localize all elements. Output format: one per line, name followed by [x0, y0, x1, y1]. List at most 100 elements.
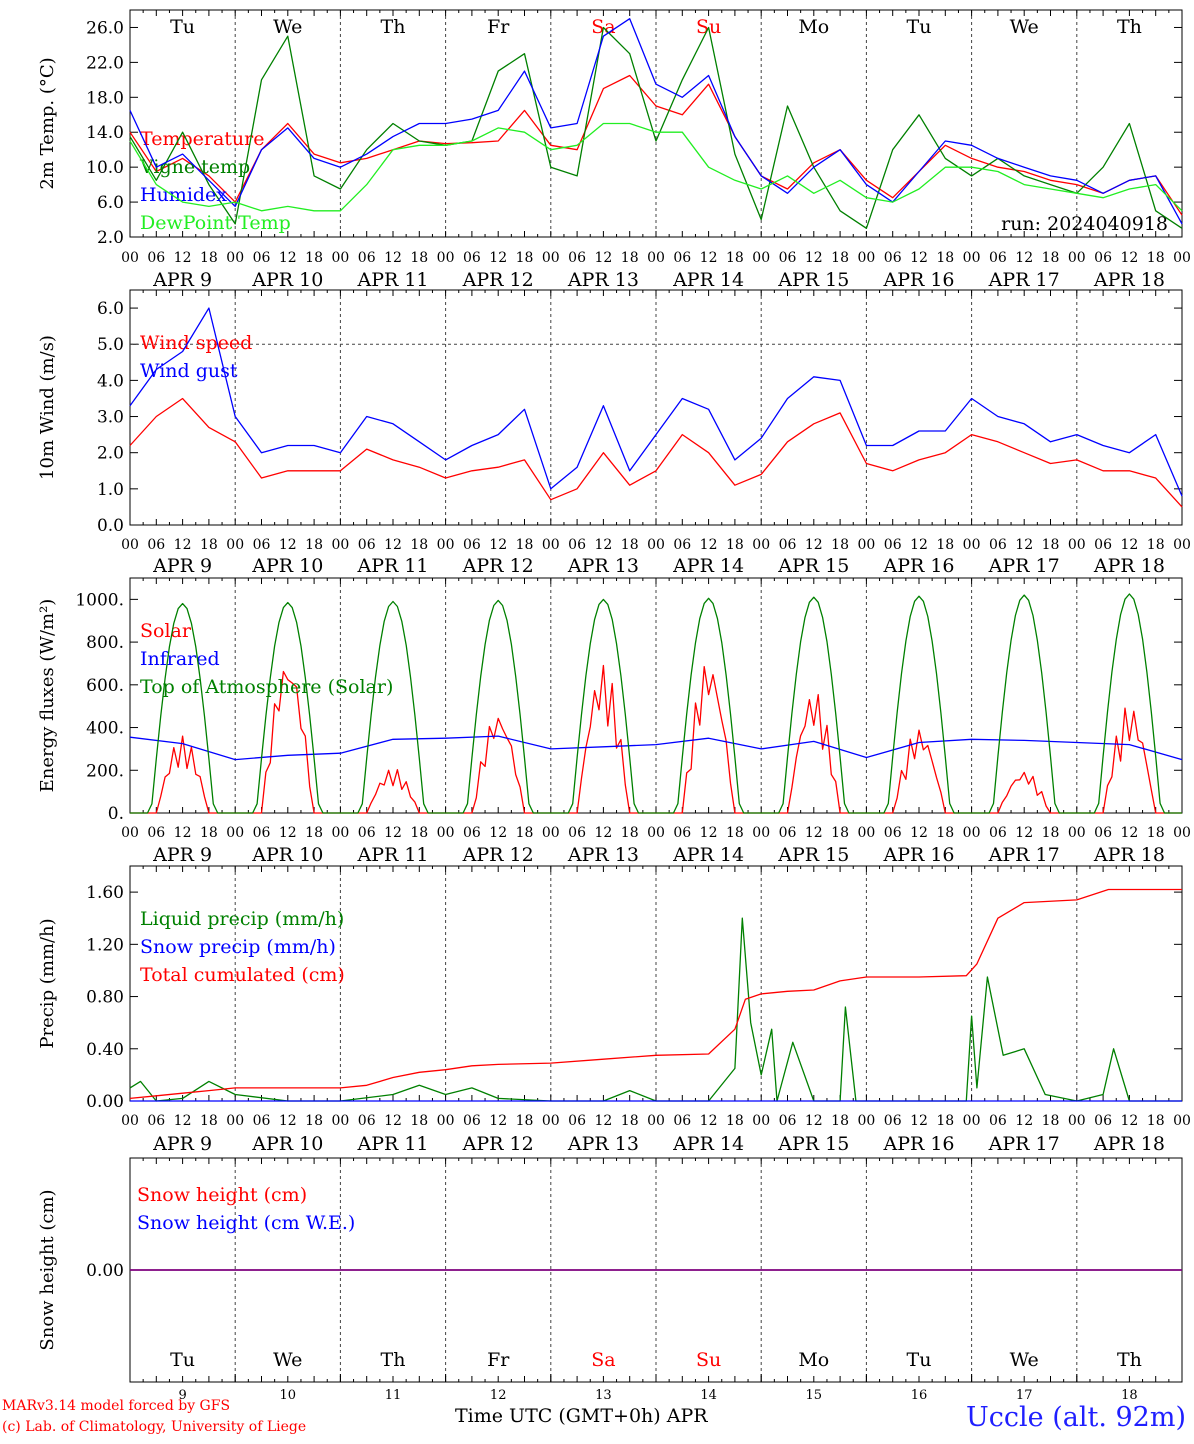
day-number-label: 12	[490, 1388, 507, 1403]
hour-tick-label: 18	[726, 1113, 744, 1129]
hour-tick-label: 18	[831, 1113, 849, 1129]
run-label: run: 2024040918	[1001, 213, 1168, 235]
hour-tick-label: 06	[989, 1113, 1007, 1129]
day-label: Fr	[487, 1349, 510, 1371]
hour-tick-label: 18	[516, 1113, 534, 1129]
legend-entry: Total cumulated (cm)	[140, 964, 345, 986]
legend-entry: Temperature	[140, 128, 264, 150]
date-label: APR 16	[882, 1133, 954, 1155]
y-tick-label: 200.	[86, 761, 124, 781]
hour-tick-label: 00	[226, 250, 244, 266]
hour-tick-label: 12	[910, 537, 928, 553]
hour-tick-label: 00	[752, 1113, 770, 1129]
hour-tick-label: 12	[1120, 1113, 1138, 1129]
hour-tick-label: 18	[410, 825, 428, 841]
hour-tick-label: 18	[305, 825, 323, 841]
hour-tick-label: 00	[331, 1113, 349, 1129]
station-name: Uccle (alt. 92m)	[966, 1402, 1186, 1433]
hour-tick-label: 00	[226, 825, 244, 841]
hour-tick-label: 00	[857, 250, 875, 266]
hour-tick-label: 18	[305, 250, 323, 266]
hour-tick-label: 12	[279, 537, 297, 553]
hour-tick-label: 00	[437, 250, 455, 266]
hour-tick-label: 06	[253, 1113, 271, 1129]
date-label: APR 9	[152, 555, 212, 577]
y-tick-label: 10.0	[86, 158, 124, 178]
hour-tick-label: 00	[647, 1113, 665, 1129]
hour-tick-label: 00	[752, 825, 770, 841]
hour-tick-label: 00	[1068, 250, 1086, 266]
legend-entry: Liquid precip (mm/h)	[140, 908, 344, 930]
hour-tick-label: 12	[594, 537, 612, 553]
footer-lab-note: (c) Lab. of Climatology, University of L…	[2, 1419, 307, 1435]
y-tick-label: 2.0	[97, 228, 124, 248]
hour-tick-label: 18	[516, 250, 534, 266]
legend-entry: Snow height (cm W.E.)	[137, 1212, 355, 1234]
hour-tick-label: 12	[594, 1113, 612, 1129]
y-axis-label: Precip (mm/h)	[37, 918, 58, 1048]
hour-tick-label: 18	[516, 537, 534, 553]
hour-tick-label: 00	[121, 825, 139, 841]
hour-tick-label: 12	[1120, 537, 1138, 553]
day-number-label: 14	[700, 1388, 717, 1403]
hour-tick-label: 00	[542, 1113, 560, 1129]
hour-tick-label: 18	[410, 537, 428, 553]
footer-time-axis-label: Time UTC (GMT+0h) APR	[455, 1405, 708, 1427]
hour-tick-label: 18	[726, 250, 744, 266]
hour-tick-label: 06	[884, 825, 902, 841]
hour-tick-label: 18	[726, 537, 744, 553]
series-line-humidex	[129, 18, 1183, 225]
legend-entry: Solar	[140, 620, 192, 642]
legend-entry: Snow precip (mm/h)	[140, 936, 336, 958]
hour-tick-label: 06	[568, 1113, 586, 1129]
hour-tick-label: 00	[1173, 537, 1191, 553]
hour-tick-label: 12	[910, 825, 928, 841]
hour-tick-label: 18	[621, 537, 639, 553]
hour-tick-label: 00	[437, 825, 455, 841]
date-label: APR 15	[777, 555, 849, 577]
date-label: APR 11	[356, 1133, 428, 1155]
day-label: Tu	[170, 1349, 195, 1371]
hour-tick-label: 18	[621, 825, 639, 841]
hour-tick-label: 06	[147, 537, 165, 553]
date-label: APR 17	[988, 844, 1060, 866]
hour-tick-label: 12	[279, 1113, 297, 1129]
hour-tick-label: 18	[1042, 537, 1060, 553]
day-label: Th	[1117, 16, 1142, 38]
series-line-infrared	[129, 735, 1183, 761]
hour-tick-label: 18	[936, 825, 954, 841]
hour-tick-label: 18	[200, 537, 218, 553]
hour-tick-label: 06	[884, 537, 902, 553]
hour-tick-label: 18	[200, 825, 218, 841]
hour-tick-label: 12	[384, 1113, 402, 1129]
hour-tick-label: 12	[910, 250, 928, 266]
date-label: APR 18	[1093, 269, 1165, 291]
date-label: APR 11	[356, 844, 428, 866]
date-label: APR 9	[152, 844, 212, 866]
legend-entry: Wind gust	[140, 360, 238, 382]
y-tick-label: 6.0	[97, 193, 124, 213]
y-tick-label: 4.0	[97, 371, 124, 391]
date-label: APR 15	[777, 844, 849, 866]
hour-tick-label: 06	[463, 537, 481, 553]
hour-tick-label: 18	[936, 250, 954, 266]
day-label: We	[1010, 1349, 1039, 1371]
hour-tick-label: 06	[1094, 1113, 1112, 1129]
hour-tick-label: 12	[1015, 250, 1033, 266]
hour-tick-label: 06	[673, 537, 691, 553]
day-label: We	[273, 1349, 302, 1371]
hour-tick-label: 00	[542, 250, 560, 266]
hour-tick-label: 06	[568, 825, 586, 841]
date-label: APR 18	[1093, 555, 1165, 577]
date-label: APR 14	[672, 555, 744, 577]
hour-tick-label: 06	[673, 250, 691, 266]
date-label: APR 13	[567, 1133, 639, 1155]
hour-tick-label: 00	[752, 537, 770, 553]
y-tick-label: 14.0	[86, 123, 124, 143]
day-label: Th	[381, 16, 406, 38]
series-line-wind-speed	[129, 397, 1183, 508]
y-tick-label: 0.00	[86, 1261, 124, 1281]
hour-tick-label: 06	[884, 250, 902, 266]
hour-tick-label: 06	[463, 825, 481, 841]
date-label: APR 11	[356, 269, 428, 291]
